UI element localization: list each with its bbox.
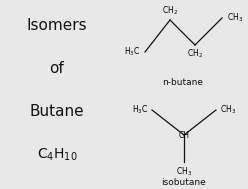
Text: C$_4$H$_{10}$: C$_4$H$_{10}$ [37,147,77,163]
Text: H$_3$C: H$_3$C [132,104,148,116]
Text: CH: CH [179,130,189,139]
Text: CH$_3$: CH$_3$ [227,12,243,24]
Text: CH$_3$: CH$_3$ [176,165,192,177]
Text: H$_3$C: H$_3$C [124,46,140,58]
Text: CH$_2$: CH$_2$ [162,5,178,17]
Text: CH$_3$: CH$_3$ [220,104,236,116]
Text: Butane: Butane [30,104,84,119]
Text: n-butane: n-butane [162,78,204,87]
Text: CH$_2$: CH$_2$ [187,48,203,60]
Text: Isomers: Isomers [27,18,87,33]
Text: isobutane: isobutane [162,178,206,187]
Text: of: of [50,61,64,76]
